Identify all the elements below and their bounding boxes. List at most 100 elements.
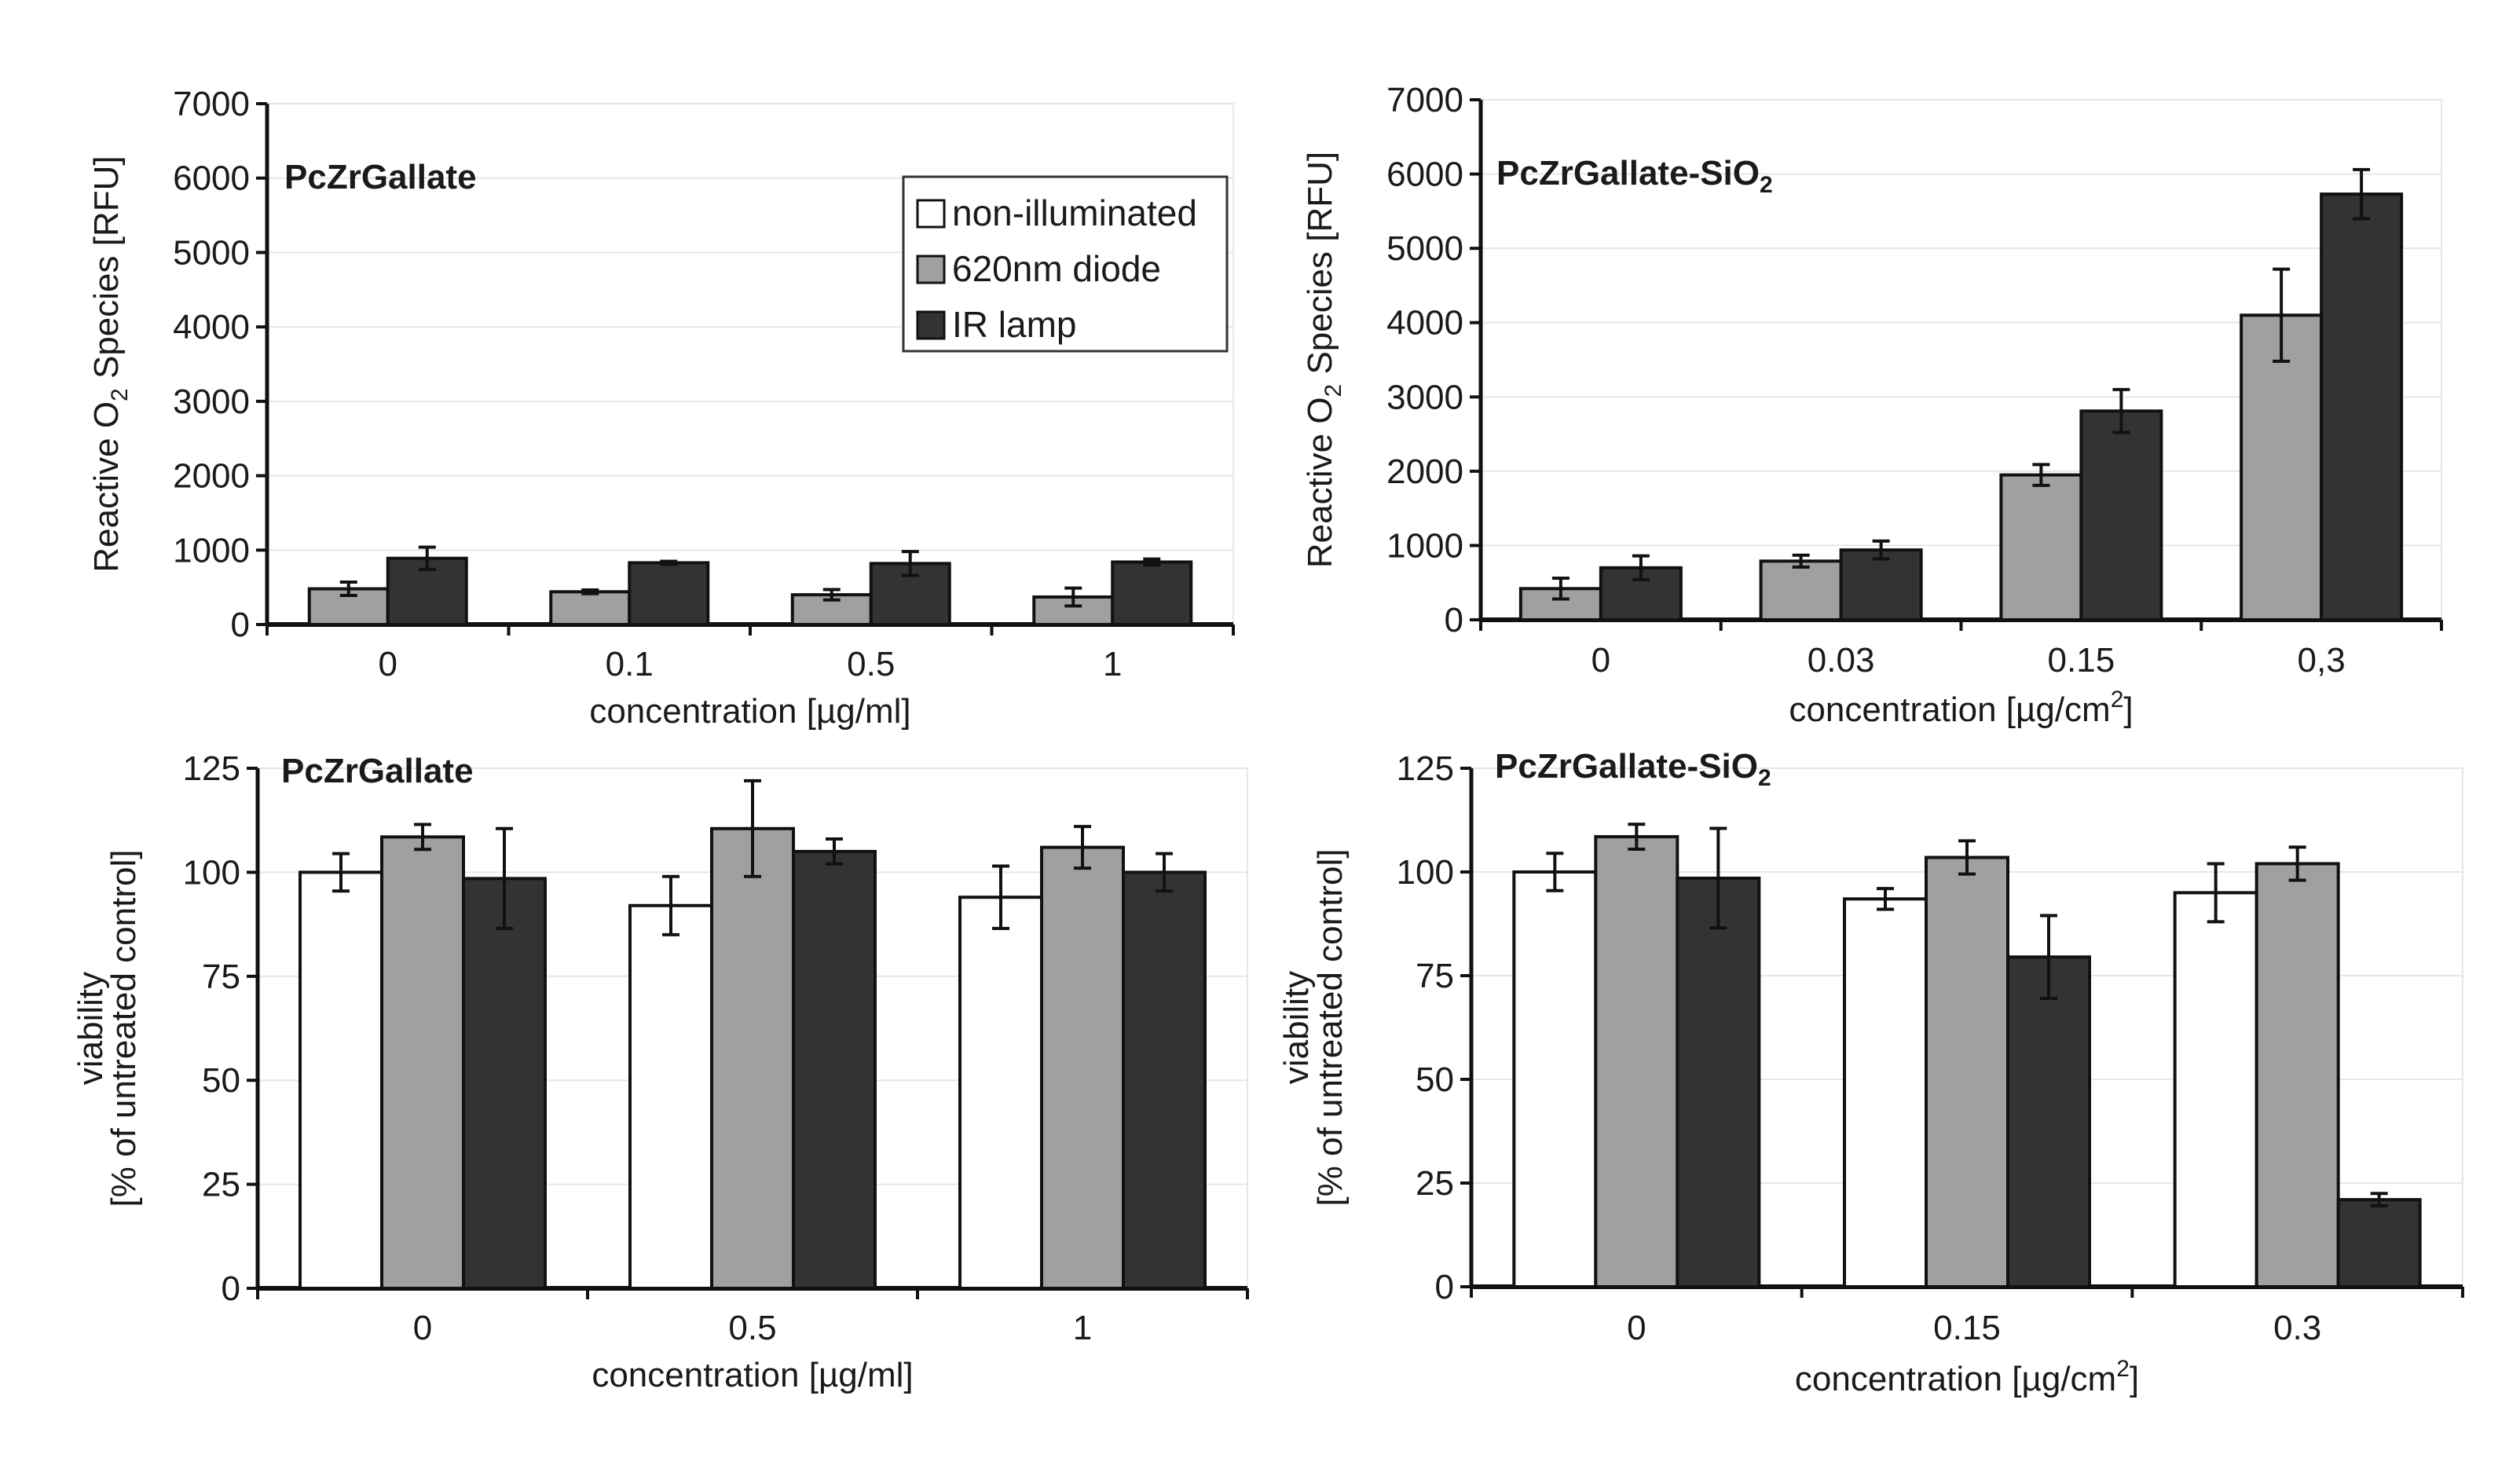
bar-ir-lamp-3 (2336, 1198, 2422, 1288)
y-tick-label: 2000 (1386, 452, 1463, 491)
panel-title: PcZrGallate-SiO2 (1495, 747, 1771, 791)
bar-ir-lamp-4 (2320, 192, 2404, 621)
panel-title: PcZrGallate-SiO2 (1496, 154, 1773, 198)
legend-swatch-ir-lamp (916, 310, 946, 340)
bar-non-illuminated-1 (299, 870, 383, 1290)
x-tick-label: 1 (1103, 645, 1122, 683)
panel-title: PcZrGallate (284, 158, 477, 196)
bar-ir-lamp-2 (2006, 955, 2091, 1288)
x-axis-label-suffix: ] (2123, 691, 2133, 729)
bar-diode-620nm-1 (380, 835, 465, 1291)
bar-diode-620nm-2 (710, 826, 795, 1290)
y-tick-label: 0 (231, 606, 250, 644)
y-tick-label: 50 (1416, 1061, 1454, 1099)
x-axis-label-superscript: 2 (2111, 687, 2124, 713)
y-tick-label: 5000 (1386, 229, 1463, 268)
y-tick-label: 0 (222, 1269, 240, 1308)
chart-panel-2: 0 1000 2000 3000 4000 5000 6000 7000 0 0.03 0.15 0,… (1301, 81, 2443, 729)
bar-diode-620nm-1 (1594, 835, 1679, 1288)
bar-diode-620nm-2 (1759, 559, 1843, 621)
y-tick-label: 1000 (1386, 526, 1463, 565)
y-axis-label-text: Reactive O (1301, 397, 1339, 568)
bar-diode-620nm-4 (2240, 313, 2324, 621)
y-axis-label-line2: [% of untreated control] (104, 850, 143, 1207)
x-axis-label: concentration [µg/cm2] (1789, 687, 2133, 729)
bar-ir-lamp-2 (1839, 548, 1923, 621)
y-tick-label: 100 (1397, 853, 1454, 892)
bar-diode-620nm-3 (1999, 473, 2083, 621)
bar-diode-620nm-3 (2254, 862, 2340, 1288)
x-tick-label: 1 (1073, 1309, 1092, 1347)
bar-diode-620nm-2 (1925, 855, 2009, 1288)
y-tick-label: 125 (183, 749, 240, 788)
legend-label-ir-lamp: IR lamp (952, 304, 1076, 345)
x-axis-label: concentration [µg/ml] (592, 1356, 913, 1394)
bar-ir-lamp-1 (462, 877, 547, 1290)
y-axis-label: viability (71, 972, 110, 1085)
panel-title-text: PcZrGallate-SiO (1496, 154, 1760, 192)
y-axis-label-text: viability (1277, 971, 1316, 1084)
legend-label-diode-620nm: 620nm diode (952, 248, 1161, 289)
y-axis-label-line2: [% of untreated control] (1311, 849, 1350, 1207)
y-tick-label: 3000 (173, 383, 250, 421)
panel-title-subscript: 2 (1758, 765, 1771, 791)
y-tick-label: 0 (1445, 601, 1463, 639)
y-axis-label: Reactive O2 Species [RFU] (1301, 152, 1346, 568)
y-tick-label: 75 (1416, 957, 1454, 995)
panel-title-text: PcZrGallate (284, 158, 477, 196)
legend-label-non-illuminated: non-illuminated (952, 192, 1197, 233)
x-tick-label: 0.3 (2273, 1309, 2321, 1347)
bar-ir-lamp-3 (2079, 409, 2163, 621)
y-tick-label: 0 (1435, 1268, 1454, 1306)
legend-box (902, 175, 1229, 353)
bar-ir-lamp-4 (1111, 560, 1193, 626)
chart-panel-1: 0 1000 2000 3000 4000 5000 6000 7000 0 0.1 0.5 1 PcZ… (87, 85, 1235, 731)
y-axis-label-subscript: 2 (107, 388, 133, 401)
x-tick-label: 0 (1591, 641, 1610, 680)
x-tick-label: 0 (1627, 1309, 1646, 1347)
legend-swatch-diode-620nm (916, 255, 946, 284)
x-tick-label: 0.5 (728, 1309, 776, 1347)
bar-ir-lamp-2 (628, 561, 710, 626)
x-tick-label: 0.15 (2048, 641, 2115, 680)
legend: non-illuminated 620nm diode IR lamp (902, 175, 1229, 353)
x-tick-label: 0.1 (606, 645, 654, 683)
bar-non-illuminated-3 (958, 896, 1043, 1291)
x-axis-label-text: concentration [µg/ml] (589, 692, 910, 731)
y-tick-label: 6000 (1386, 156, 1463, 194)
y-axis-label-suffix: Species [RFU] (87, 156, 126, 388)
y-tick-label: 1000 (173, 531, 250, 570)
y-tick-label: 125 (1397, 749, 1454, 788)
bar-ir-lamp-1 (1599, 566, 1683, 621)
y-axis-label-subscript: 2 (1320, 384, 1346, 397)
panel-title-text: PcZrGallate (281, 752, 474, 790)
bar-ir-lamp-2 (792, 849, 877, 1291)
y-tick-label: 25 (202, 1166, 240, 1204)
panel-title-subscript: 2 (1760, 172, 1773, 198)
y-axis-label-suffix: Species [RFU] (1301, 152, 1339, 384)
x-axis-label: concentration [µg/ml] (589, 692, 910, 731)
bar-ir-lamp-1 (1676, 876, 1761, 1289)
bar-non-illuminated-2 (1843, 897, 1928, 1288)
y-tick-label: 7000 (1386, 81, 1463, 119)
y-tick-label: 4000 (1386, 304, 1463, 343)
y-tick-label: 50 (202, 1061, 240, 1100)
x-tick-label: 0.5 (847, 645, 895, 683)
bar-non-illuminated-3 (2173, 891, 2258, 1289)
x-tick-label: 0 (379, 645, 397, 683)
y-axis-label: Reactive O2 Species [RFU] (87, 156, 133, 572)
x-tick-label: 0.03 (1808, 641, 1875, 680)
y-tick-label: 75 (202, 958, 240, 996)
legend-swatch-non-illuminated (916, 199, 946, 229)
panel-title: PcZrGallate (281, 752, 474, 790)
y-axis-label: viability (1277, 971, 1316, 1084)
x-axis-label-text: concentration [µg/cm (1789, 691, 2110, 729)
y-tick-label: 4000 (173, 308, 250, 346)
bar-non-illuminated-2 (628, 903, 713, 1290)
y-tick-label: 6000 (173, 159, 250, 198)
x-tick-label: 0 (413, 1309, 432, 1347)
y-tick-label: 7000 (173, 85, 250, 123)
y-axis-label-text: Reactive O (87, 401, 126, 573)
